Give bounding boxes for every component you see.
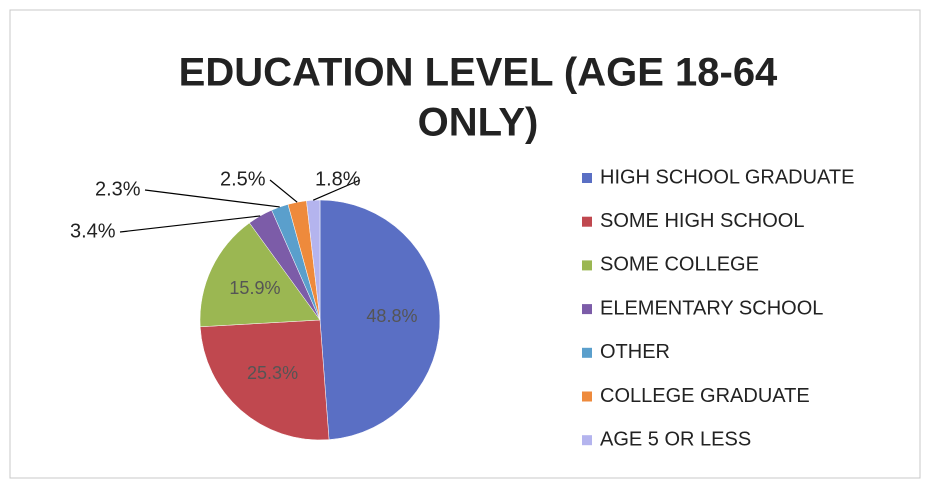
chart-title: ONLY) — [418, 101, 539, 145]
legend-swatch — [582, 304, 592, 315]
legend-swatch — [582, 391, 592, 402]
data-label: 25.3% — [247, 363, 298, 383]
legend-label: ELEMENTARY SCHOOL — [600, 297, 823, 319]
data-label: 15.9% — [229, 278, 280, 298]
data-label: 3.4% — [70, 220, 116, 242]
chart-frame — [9, 9, 921, 479]
leader-line — [269, 179, 298, 203]
pie-slice — [199, 319, 330, 441]
legend-label: OTHER — [600, 341, 670, 363]
data-label: 2.5% — [220, 168, 266, 190]
legend-label: HIGH SCHOOL GRADUATE — [600, 166, 854, 188]
data-label: 48.8% — [366, 306, 417, 326]
legend-swatch — [582, 260, 592, 271]
pie-slice — [319, 199, 441, 440]
legend-label: SOME HIGH SCHOOL — [600, 210, 804, 232]
legend-swatch — [582, 347, 592, 358]
leader-line — [119, 215, 261, 233]
legend-label: AGE 5 OR LESS — [600, 428, 751, 450]
legend-label: COLLEGE GRADUATE — [600, 385, 810, 407]
legend-label: SOME COLLEGE — [600, 254, 759, 276]
pie-slice — [306, 199, 321, 321]
legend-swatch — [582, 173, 592, 183]
pie-slice — [199, 222, 321, 328]
chart-title: EDUCATION LEVEL (AGE 18-64 — [179, 51, 778, 95]
data-label: 1.8% — [315, 168, 361, 190]
legend-swatch — [582, 435, 592, 446]
legend-swatch — [582, 216, 592, 227]
data-label: 2.3% — [95, 178, 141, 200]
leader-line — [312, 179, 361, 201]
leader-line — [144, 189, 280, 208]
